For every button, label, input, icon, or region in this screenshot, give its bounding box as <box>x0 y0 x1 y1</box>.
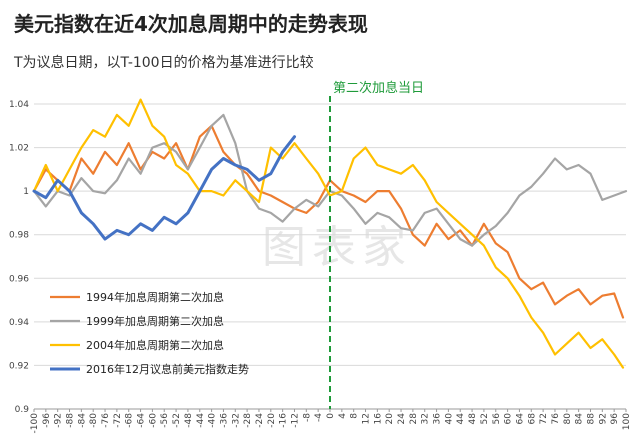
x-tick-label: 16 <box>373 413 383 425</box>
x-tick-label: -64 <box>137 413 147 428</box>
x-tick-label: -52 <box>172 413 182 428</box>
x-tick-label: -36 <box>219 413 229 428</box>
x-tick-label: 96 <box>610 413 620 425</box>
x-tick-label: 100 <box>622 413 632 430</box>
x-tick-label: 40 <box>444 413 454 425</box>
series-line <box>32 98 625 369</box>
x-tick-label: -4 <box>314 413 324 422</box>
x-tick-label: 4 <box>338 413 348 419</box>
x-tick-label: 52 <box>480 413 490 424</box>
chart-title: 美元指数在近4次加息周期中的走势表现 <box>14 12 368 36</box>
x-tick-label: 8 <box>350 413 360 419</box>
x-tick-label: -24 <box>255 413 265 428</box>
legend-entry: 1994年加息周期第二次加息 <box>86 290 224 304</box>
x-tick-label: 80 <box>563 413 573 425</box>
y-tick-label: 1 <box>23 187 29 197</box>
event-marker: 第二次加息当日 <box>329 80 424 409</box>
x-tick-label: 84 <box>575 413 585 425</box>
y-tick-label: 1.04 <box>9 100 29 110</box>
x-tick-label: 68 <box>527 413 537 425</box>
legend-entry: 2016年12月议息前美元指数走势 <box>86 362 249 376</box>
x-tick-label: -92 <box>54 413 64 428</box>
x-tick-label: -32 <box>231 413 241 428</box>
x-tick-label: -88 <box>66 413 76 428</box>
x-tick-label: 64 <box>515 413 525 425</box>
x-tick-label: 44 <box>456 413 466 425</box>
x-tick-label: -100 <box>30 413 40 434</box>
legend-entry: 2004年加息周期第二次加息 <box>86 338 224 352</box>
y-tick-label: 0.9 <box>15 405 30 415</box>
event-label: 第二次加息当日 <box>333 80 424 96</box>
x-tick-label: 12 <box>362 413 372 424</box>
x-tick-label: 88 <box>586 413 596 425</box>
x-tick-label: 60 <box>504 413 514 425</box>
x-tick-label: -72 <box>113 413 123 428</box>
x-tick-label: -16 <box>279 413 289 428</box>
x-tick-label: -12 <box>290 413 300 428</box>
x-tick-label: -28 <box>243 413 253 428</box>
x-tick-label: -40 <box>208 413 218 428</box>
legend-entry: 1999年加息周期第二次加息 <box>86 314 224 328</box>
x-tick-label: -84 <box>77 413 87 428</box>
x-tick-label: 76 <box>551 413 561 425</box>
x-tick-label: -76 <box>101 413 111 428</box>
x-tick-label: 28 <box>409 413 419 425</box>
y-tick-label: 0.92 <box>9 361 29 371</box>
x-tick-label: 36 <box>433 413 443 425</box>
x-tick-label: 56 <box>492 413 502 425</box>
x-tick-label: -60 <box>148 413 158 428</box>
chart-subtitle: T为议息日期，以T-100日的价格为基准进行比较 <box>14 55 314 71</box>
x-tick-label: -8 <box>302 413 312 422</box>
x-tick-label: 72 <box>539 413 549 424</box>
x-tick-label: -56 <box>160 413 170 428</box>
x-tick-label: -48 <box>184 413 194 428</box>
x-tick-label: 92 <box>598 413 608 424</box>
y-tick-label: 0.96 <box>9 274 29 284</box>
x-tick-label: 24 <box>397 413 407 425</box>
x-tick-label: 0 <box>326 413 336 419</box>
y-tick-label: 1.02 <box>9 144 29 154</box>
watermark-text: 图表家 <box>262 222 412 273</box>
series-line <box>32 135 296 241</box>
x-tick-label: 32 <box>421 413 431 424</box>
x-tick-label: -44 <box>196 413 206 428</box>
x-tick-label: -80 <box>89 413 99 428</box>
y-tick-label: 0.94 <box>9 318 29 328</box>
y-tick-label: 0.98 <box>9 231 29 241</box>
x-tick-label: -96 <box>42 413 52 428</box>
x-tick-label: -68 <box>125 413 135 428</box>
x-tick-label: -20 <box>267 413 277 428</box>
x-tick-label: 48 <box>468 413 478 425</box>
legend: 1994年加息周期第二次加息 1999年加息周期第二次加息 2004年加息周期第二次… <box>50 290 249 376</box>
x-tick-label: 20 <box>385 413 395 425</box>
